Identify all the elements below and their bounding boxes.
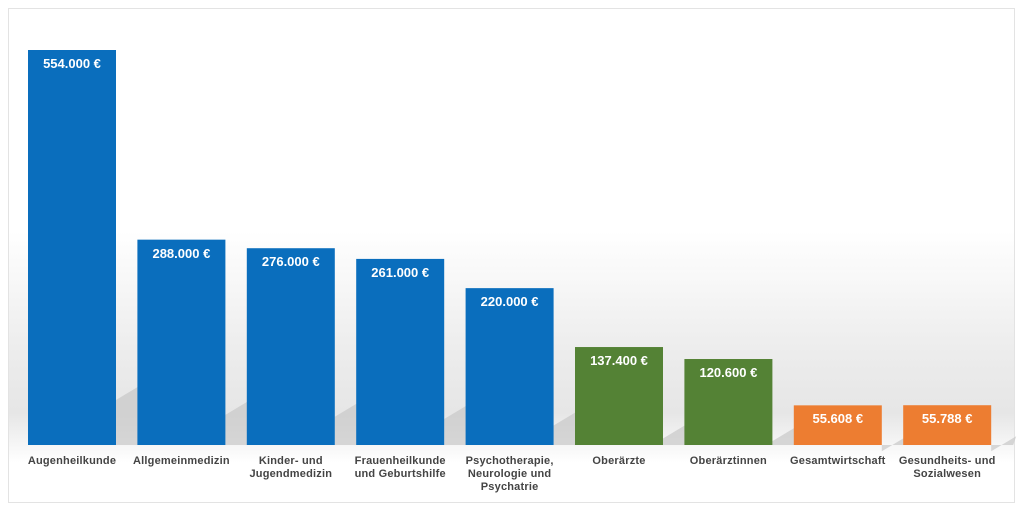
bar-shadow [663,423,688,445]
bar [575,347,663,445]
bar-shadow [444,404,470,445]
category-label: Oberärzte [563,455,675,468]
bar-shadow [334,401,360,445]
category-label: Gesamtwirtschaft [782,455,894,468]
category-label: Gesundheits- und Sozialwesen [891,455,1003,481]
category-label-line: Sozialwesen [913,468,981,480]
category-label: Allgemeinmedizin [125,455,237,468]
value-label: 220.000 € [480,294,539,310]
bar [246,248,335,445]
bar-shadow [116,385,141,445]
bar-shadow [225,399,251,445]
bar [903,405,992,445]
category-label-line: Jugendmedizin [249,468,333,480]
category-label: Frauenheilkunde und Geburtshilfe [344,455,456,481]
bar-shadow [991,436,1017,452]
value-label: 55.788 € [921,411,973,427]
bar [356,258,445,445]
category-label-line: Allgemeinmedizin [133,455,230,467]
value-label: 288.000 € [152,245,211,261]
category-label-line: Augenheilkunde [27,455,117,467]
value-label: 554.000 € [43,56,101,71]
category-label-line: Frauenheilkunde [354,455,446,467]
bar-shadow [772,426,798,445]
bar [793,405,882,445]
value-label: 55.608 € [812,411,864,427]
bar [465,288,554,445]
category-label-line: Gesamtwirtschaft [790,455,886,467]
value-label: 276.000 € [261,254,320,270]
bar [28,50,116,445]
value-label: 137.400 € [590,353,648,369]
category-label-line: Psychatrie [480,481,539,493]
category-label-line: Oberärzte [592,455,646,467]
category-label-line: und Geburtshilfe [354,468,446,480]
value-label: 120.600 € [699,365,758,380]
category-label-line: Kinder- und [258,455,323,467]
category-label-line: Psychotherapie, [465,455,554,467]
value-label: 261.000 € [371,264,430,280]
category-label-line: Gesundheits- und [898,455,996,467]
category-label: Psychotherapie, Neurologie und Psychatrie [454,455,566,494]
bar [137,239,226,445]
category-label: Augenheilkunde [16,455,128,468]
bar-shadow [881,436,907,452]
bar-shadow [553,410,579,445]
category-label: Oberärztinnen [672,455,784,468]
category-label: Kinder- und Jugendmedizin [235,455,347,481]
category-label-line: Neurologie und [467,468,552,480]
category-label-line: Oberärztinnen [689,455,767,467]
bar [684,359,773,445]
